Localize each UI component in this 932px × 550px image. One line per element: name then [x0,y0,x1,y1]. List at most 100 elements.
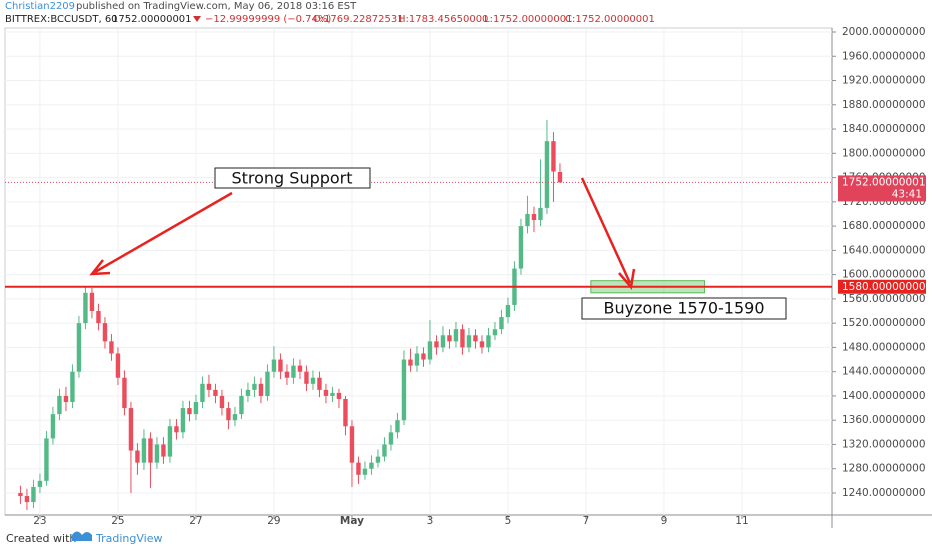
close: C:1752.00000001 [565,14,655,25]
y-tick-label: 1520.00000000 [842,317,926,329]
candle-body [557,171,563,183]
candle-body [245,389,251,396]
x-tick-label: 5 [505,515,512,527]
candle-body [187,408,192,415]
candle-body [408,359,413,366]
candle-body [24,496,30,503]
y-tick-label: 1560.00000000 [842,293,926,305]
support-price-box [838,279,926,294]
candle-body [401,359,407,421]
candle-body [382,444,387,457]
low: L:1752.00000001 [484,14,572,25]
candle-body [525,213,530,227]
countdown: 43:41 [892,188,922,200]
author[interactable]: Christian2209 [5,1,75,12]
candle-body [466,335,472,348]
candle-body [349,426,355,463]
x-tick-label: 29 [267,515,280,527]
candle-body [551,141,556,172]
candle-body [343,398,348,427]
candle-body [518,226,524,269]
candle-body [447,335,452,342]
candle-body [63,395,69,402]
candle-body [206,383,212,390]
x-tick-label: 9 [661,515,668,527]
down-arrow [193,16,201,22]
candle-body [141,438,147,463]
candle-body [375,456,381,463]
x-tick-label: 23 [33,515,46,527]
footer-brand[interactable]: TradingView [95,532,162,545]
high: H:1783.45650000 [398,14,488,25]
candle-body [174,426,179,433]
candle-body [122,377,127,409]
candle-body [50,414,56,439]
candle-body [271,359,277,372]
candle-body [317,377,322,390]
candle-body [291,365,296,378]
candle-body [297,365,303,372]
candle-body [531,213,537,221]
candle-body [265,371,270,396]
y-tick-label: 1360.00000000 [842,414,926,426]
x-tick-label: 7 [583,515,590,527]
y-tick-label: 1840.00000000 [842,123,926,135]
candle-body [434,341,439,348]
candle-body [128,408,134,451]
candle-body [427,341,433,360]
price: 1752.00000001 [112,14,192,25]
logo [72,531,92,541]
support-arrow [94,191,233,274]
support-box [214,167,371,189]
x-tick-label: 25 [111,515,124,527]
candle-body [57,395,62,415]
candle-body [473,335,478,342]
candle-body [154,444,160,463]
y-tick-label: 1240.00000000 [842,487,926,499]
candle-body [109,341,114,354]
published: published on TradingView.com, May 06, 20… [76,1,357,12]
candle-body [200,383,205,402]
candle-body [226,408,231,421]
candle-body [486,335,491,348]
arrow-head [618,268,636,290]
candle-body [180,408,186,433]
symbol: BITTREX:BCCUSDT, 60 [5,14,118,25]
footer-created: Created with [6,532,76,545]
arrow-head [89,259,111,276]
candle-body [18,492,23,497]
zone-box [581,297,787,320]
open: O:1769.22872531 [313,14,404,25]
y-tick-label: 1400.00000000 [842,390,926,402]
candle-body [460,329,465,348]
candle-body [336,392,342,399]
candle-body [232,414,238,421]
change: −12.99999999 (−0.74%) [205,14,331,25]
candle-body [193,401,199,415]
candle-body [356,462,361,475]
y-tick-label: 1880.00000000 [842,99,926,111]
candle-body [102,323,108,342]
zone-label: Buyzone 1570-1590 [603,299,764,318]
y-tick-label: 1280.00000000 [842,463,926,475]
support-price-label: 1580.00000000 [842,281,926,293]
candle-body [37,480,43,487]
candle-body [414,353,420,366]
candle-body [76,323,82,372]
candle-body [544,141,550,208]
candle-body [31,486,36,503]
candle-body [304,371,309,384]
candle-body [135,450,140,463]
candle-body [213,389,218,396]
candle-body [219,395,225,409]
candle-body [70,371,75,402]
candle-body [421,353,426,360]
y-tick-label: 1600.00000000 [842,269,926,281]
candle-body [89,292,95,312]
support-text: Strong Support [231,169,352,188]
candle-body [505,304,511,318]
y-tick-label: 1440.00000000 [842,366,926,378]
candle-body [323,389,329,396]
candle-body [44,438,49,481]
